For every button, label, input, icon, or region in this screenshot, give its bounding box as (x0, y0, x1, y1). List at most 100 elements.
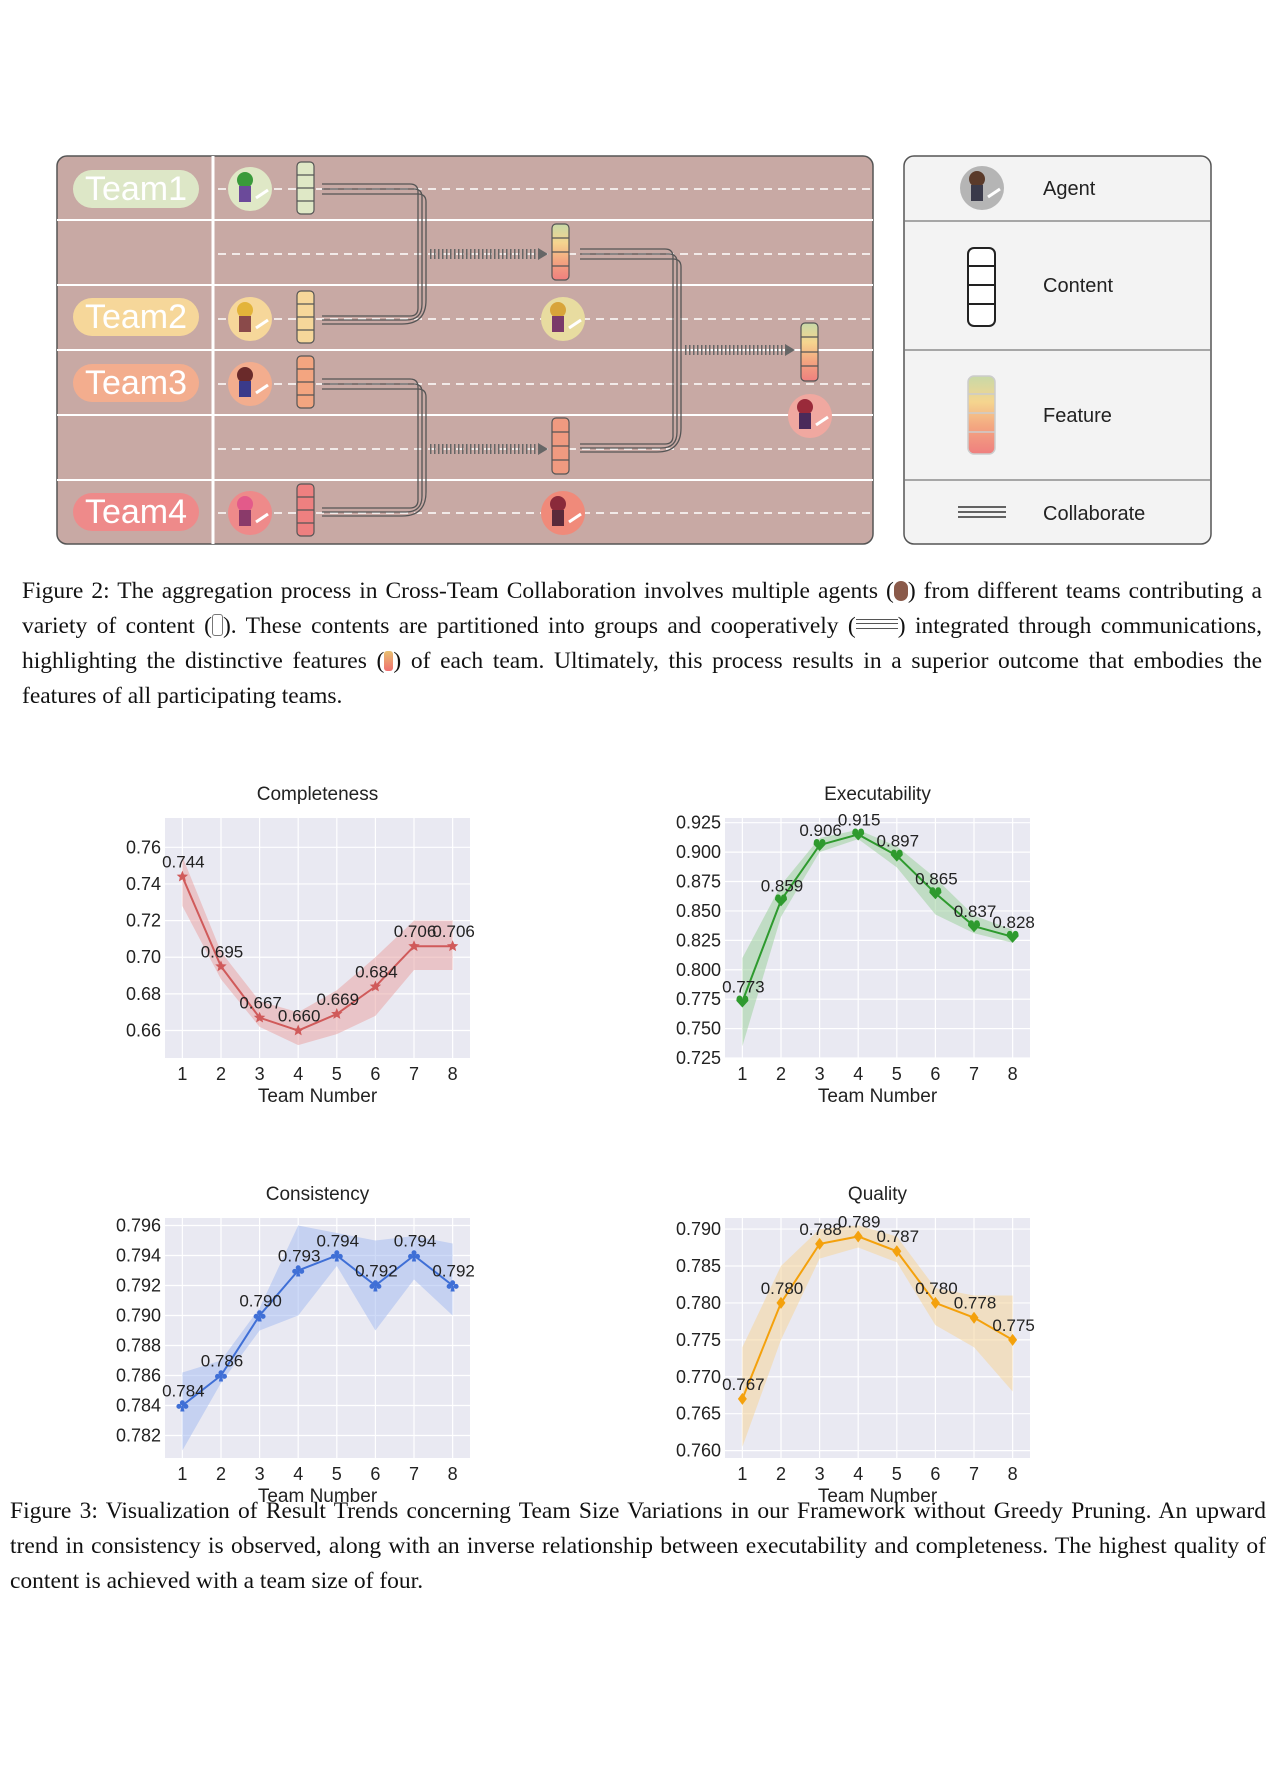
data-label: 0.775 (992, 1316, 1035, 1335)
data-point (930, 1296, 940, 1309)
data-label: 0.684 (355, 963, 398, 982)
legend-collaborate-icon (958, 506, 1006, 518)
caption-text: Figure 2: The aggregation process in Cro… (22, 578, 894, 604)
data-point (776, 1296, 786, 1309)
y-tick-label: 0.786 (116, 1366, 161, 1386)
x-tick-label: 3 (255, 1464, 265, 1484)
data-label: 0.667 (239, 994, 282, 1013)
y-tick-label: 0.825 (676, 930, 721, 950)
data-point (253, 1310, 266, 1322)
y-tick-label: 0.66 (126, 1021, 161, 1041)
caption-text: ) integrated through communications, hig… (22, 613, 1262, 674)
data-point (253, 1011, 266, 1023)
feature-stack-final (800, 322, 819, 382)
caption-text: ) of each team. Ultimately, this process… (22, 648, 1262, 709)
data-label: 0.915 (838, 810, 881, 829)
data-point (852, 828, 865, 841)
y-tick-label: 0.775 (676, 989, 721, 1009)
data-label: 0.906 (799, 821, 842, 840)
data-label: 0.744 (162, 853, 205, 872)
data-point (369, 1280, 382, 1292)
data-point (292, 1024, 304, 1036)
x-tick-label: 7 (969, 1464, 979, 1484)
data-point (331, 1008, 343, 1019)
collaborate-connector-1 (322, 183, 427, 325)
data-label: 0.767 (722, 1375, 765, 1394)
x-tick-label: 6 (370, 1064, 380, 1084)
data-label: 0.792 (355, 1262, 398, 1281)
x-axis-label: Team Number (818, 1486, 938, 1507)
confidence-band (742, 1225, 1013, 1447)
confidence-band (182, 1225, 453, 1451)
y-tick-label: 0.784 (116, 1396, 161, 1416)
data-point (892, 1245, 902, 1258)
svg-text:Collaborate: Collaborate (1043, 503, 1145, 525)
data-label: 0.788 (799, 1220, 842, 1239)
confidence-band (182, 856, 453, 1046)
content-stack-team3 (296, 355, 315, 409)
y-tick-label: 0.770 (676, 1367, 721, 1387)
svg-text:Team4: Team4 (85, 493, 187, 531)
flow-arrow-3 (685, 344, 795, 356)
x-tick-label: 4 (293, 1064, 303, 1084)
data-label: 0.784 (162, 1382, 205, 1401)
data-point (446, 940, 459, 952)
x-tick-label: 8 (448, 1464, 458, 1484)
y-tick-label: 0.68 (126, 984, 161, 1004)
y-tick-label: 0.750 (676, 1019, 721, 1039)
x-tick-label: 8 (1008, 1464, 1018, 1484)
data-point (176, 1400, 189, 1412)
inline-agent-icon (893, 581, 908, 601)
series-line (741, 1235, 1014, 1400)
data-point (408, 1250, 421, 1262)
y-tick-label: 0.790 (676, 1219, 721, 1239)
x-tick-label: 2 (776, 1064, 786, 1084)
svg-text:Team1: Team1 (85, 170, 187, 208)
content-stack-team1 (296, 161, 315, 215)
series-line (181, 876, 453, 1032)
x-tick-label: 7 (969, 1064, 979, 1084)
x-tick-label: 5 (332, 1464, 342, 1484)
chart-consistency: 0.784 0.786 0.790 0.793 0.794 0.792 0.794 0.792… (95, 1172, 715, 1512)
data-label: 0.780 (761, 1279, 804, 1298)
data-label: 0.773 (722, 978, 765, 997)
data-point (813, 839, 826, 852)
y-tick-label: 0.775 (676, 1330, 721, 1350)
y-tick-label: 0.782 (116, 1426, 161, 1446)
svg-text:Agent: Agent (1043, 178, 1096, 200)
data-point (408, 940, 420, 952)
agent-icon-merge-b (541, 491, 585, 535)
data-label: 0.706 (432, 922, 475, 941)
y-tick-label: 0.74 (126, 874, 161, 894)
inline-feature-icon (384, 651, 394, 671)
y-tick-label: 0.76 (126, 837, 161, 857)
data-label: 0.660 (278, 1007, 321, 1026)
x-tick-label: 7 (409, 1464, 419, 1484)
y-tick-label: 0.790 (116, 1306, 161, 1326)
figure-2-diagram: Team1 Team2 Team3 Team4 (56, 155, 1212, 545)
svg-text:Content: Content (1043, 275, 1113, 297)
y-tick-label: 0.900 (676, 842, 721, 862)
y-tick-label: 0.875 (676, 872, 721, 892)
y-tick-label: 0.785 (676, 1256, 721, 1276)
x-axis-label: Team Number (258, 1486, 378, 1507)
flow-arrow-1 (430, 248, 548, 260)
series-line (741, 833, 1013, 1002)
collaborate-connector-3 (580, 248, 682, 453)
data-point (736, 995, 749, 1008)
x-tick-label: 3 (815, 1064, 825, 1084)
svg-text:Team3: Team3 (85, 364, 187, 402)
team-label-1: Team1 (73, 170, 199, 208)
agent-icon-team1 (228, 167, 272, 211)
x-tick-label: 7 (409, 1064, 419, 1084)
x-tick-label: 6 (930, 1464, 940, 1484)
x-tick-label: 3 (815, 1464, 825, 1484)
y-tick-label: 0.800 (676, 960, 721, 980)
content-stack-team4 (296, 483, 315, 537)
x-tick-label: 1 (737, 1064, 747, 1084)
y-tick-label: 0.765 (676, 1404, 721, 1424)
data-label: 0.780 (915, 1279, 958, 1298)
x-tick-label: 1 (177, 1464, 187, 1484)
data-point (853, 1230, 863, 1243)
data-label: 0.865 (915, 869, 958, 888)
